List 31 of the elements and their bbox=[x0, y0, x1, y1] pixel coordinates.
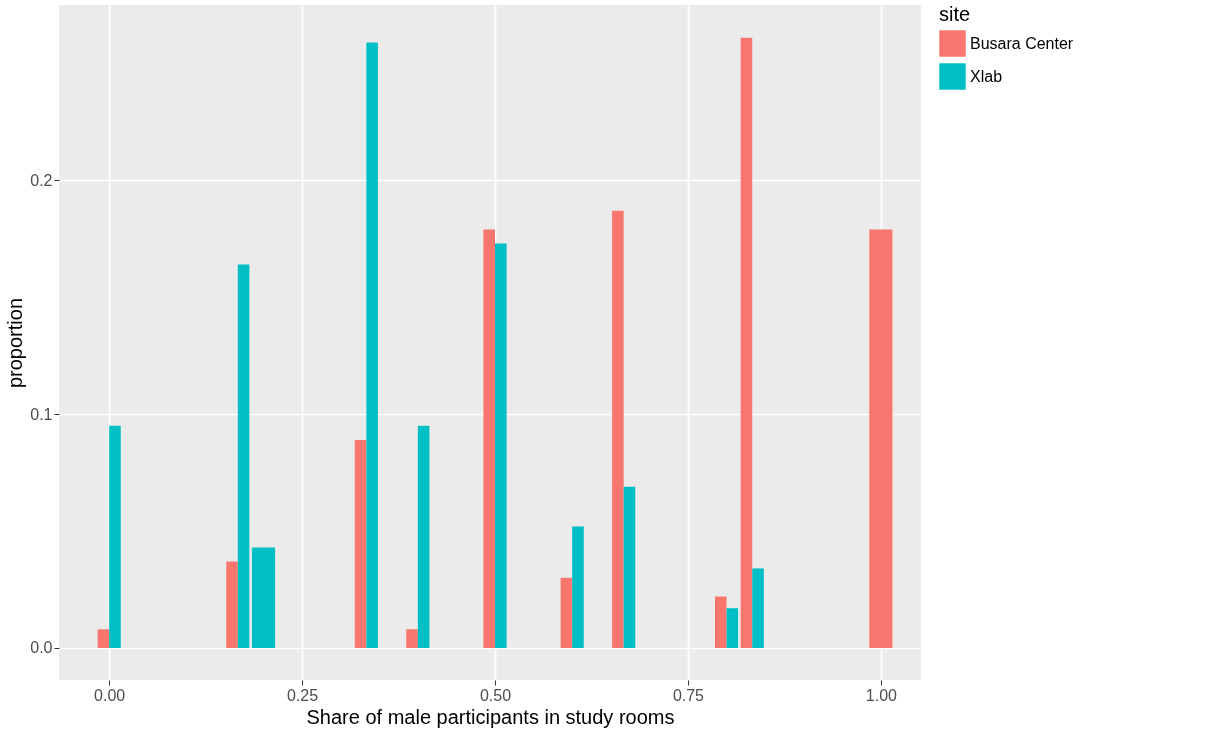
bar bbox=[560, 577, 573, 648]
x-tick-label: 1.00 bbox=[865, 686, 898, 704]
y-axis-title: proportion bbox=[4, 297, 27, 389]
x-tick-label: 0.00 bbox=[94, 686, 126, 704]
bar bbox=[495, 243, 507, 648]
legend-title: site bbox=[939, 3, 971, 25]
bar bbox=[97, 629, 110, 648]
bar bbox=[714, 596, 727, 648]
bar bbox=[612, 210, 624, 648]
y-tick-label: 0.0 bbox=[30, 639, 53, 657]
bar bbox=[752, 568, 764, 648]
legend-label: Xlab bbox=[970, 67, 1003, 85]
legend-label: Busara Center bbox=[970, 34, 1074, 52]
bar bbox=[572, 526, 584, 648]
y-tick-label: 0.2 bbox=[30, 171, 53, 189]
y-tick-label: 0.1 bbox=[30, 405, 53, 423]
bar bbox=[366, 42, 378, 648]
bar bbox=[726, 608, 739, 648]
x-tick-label: 0.50 bbox=[479, 686, 512, 704]
bar bbox=[483, 229, 496, 648]
bar bbox=[740, 37, 753, 648]
x-tick-label: 0.25 bbox=[287, 686, 319, 704]
bar bbox=[226, 561, 238, 648]
bar bbox=[354, 439, 367, 648]
bar bbox=[417, 425, 430, 648]
bar bbox=[406, 629, 418, 648]
x-tick-label: 0.75 bbox=[672, 686, 705, 704]
bar bbox=[623, 486, 636, 648]
x-axis-title: Share of male participants in study rooms bbox=[306, 705, 675, 728]
bar bbox=[109, 425, 121, 648]
bar bbox=[237, 264, 250, 648]
